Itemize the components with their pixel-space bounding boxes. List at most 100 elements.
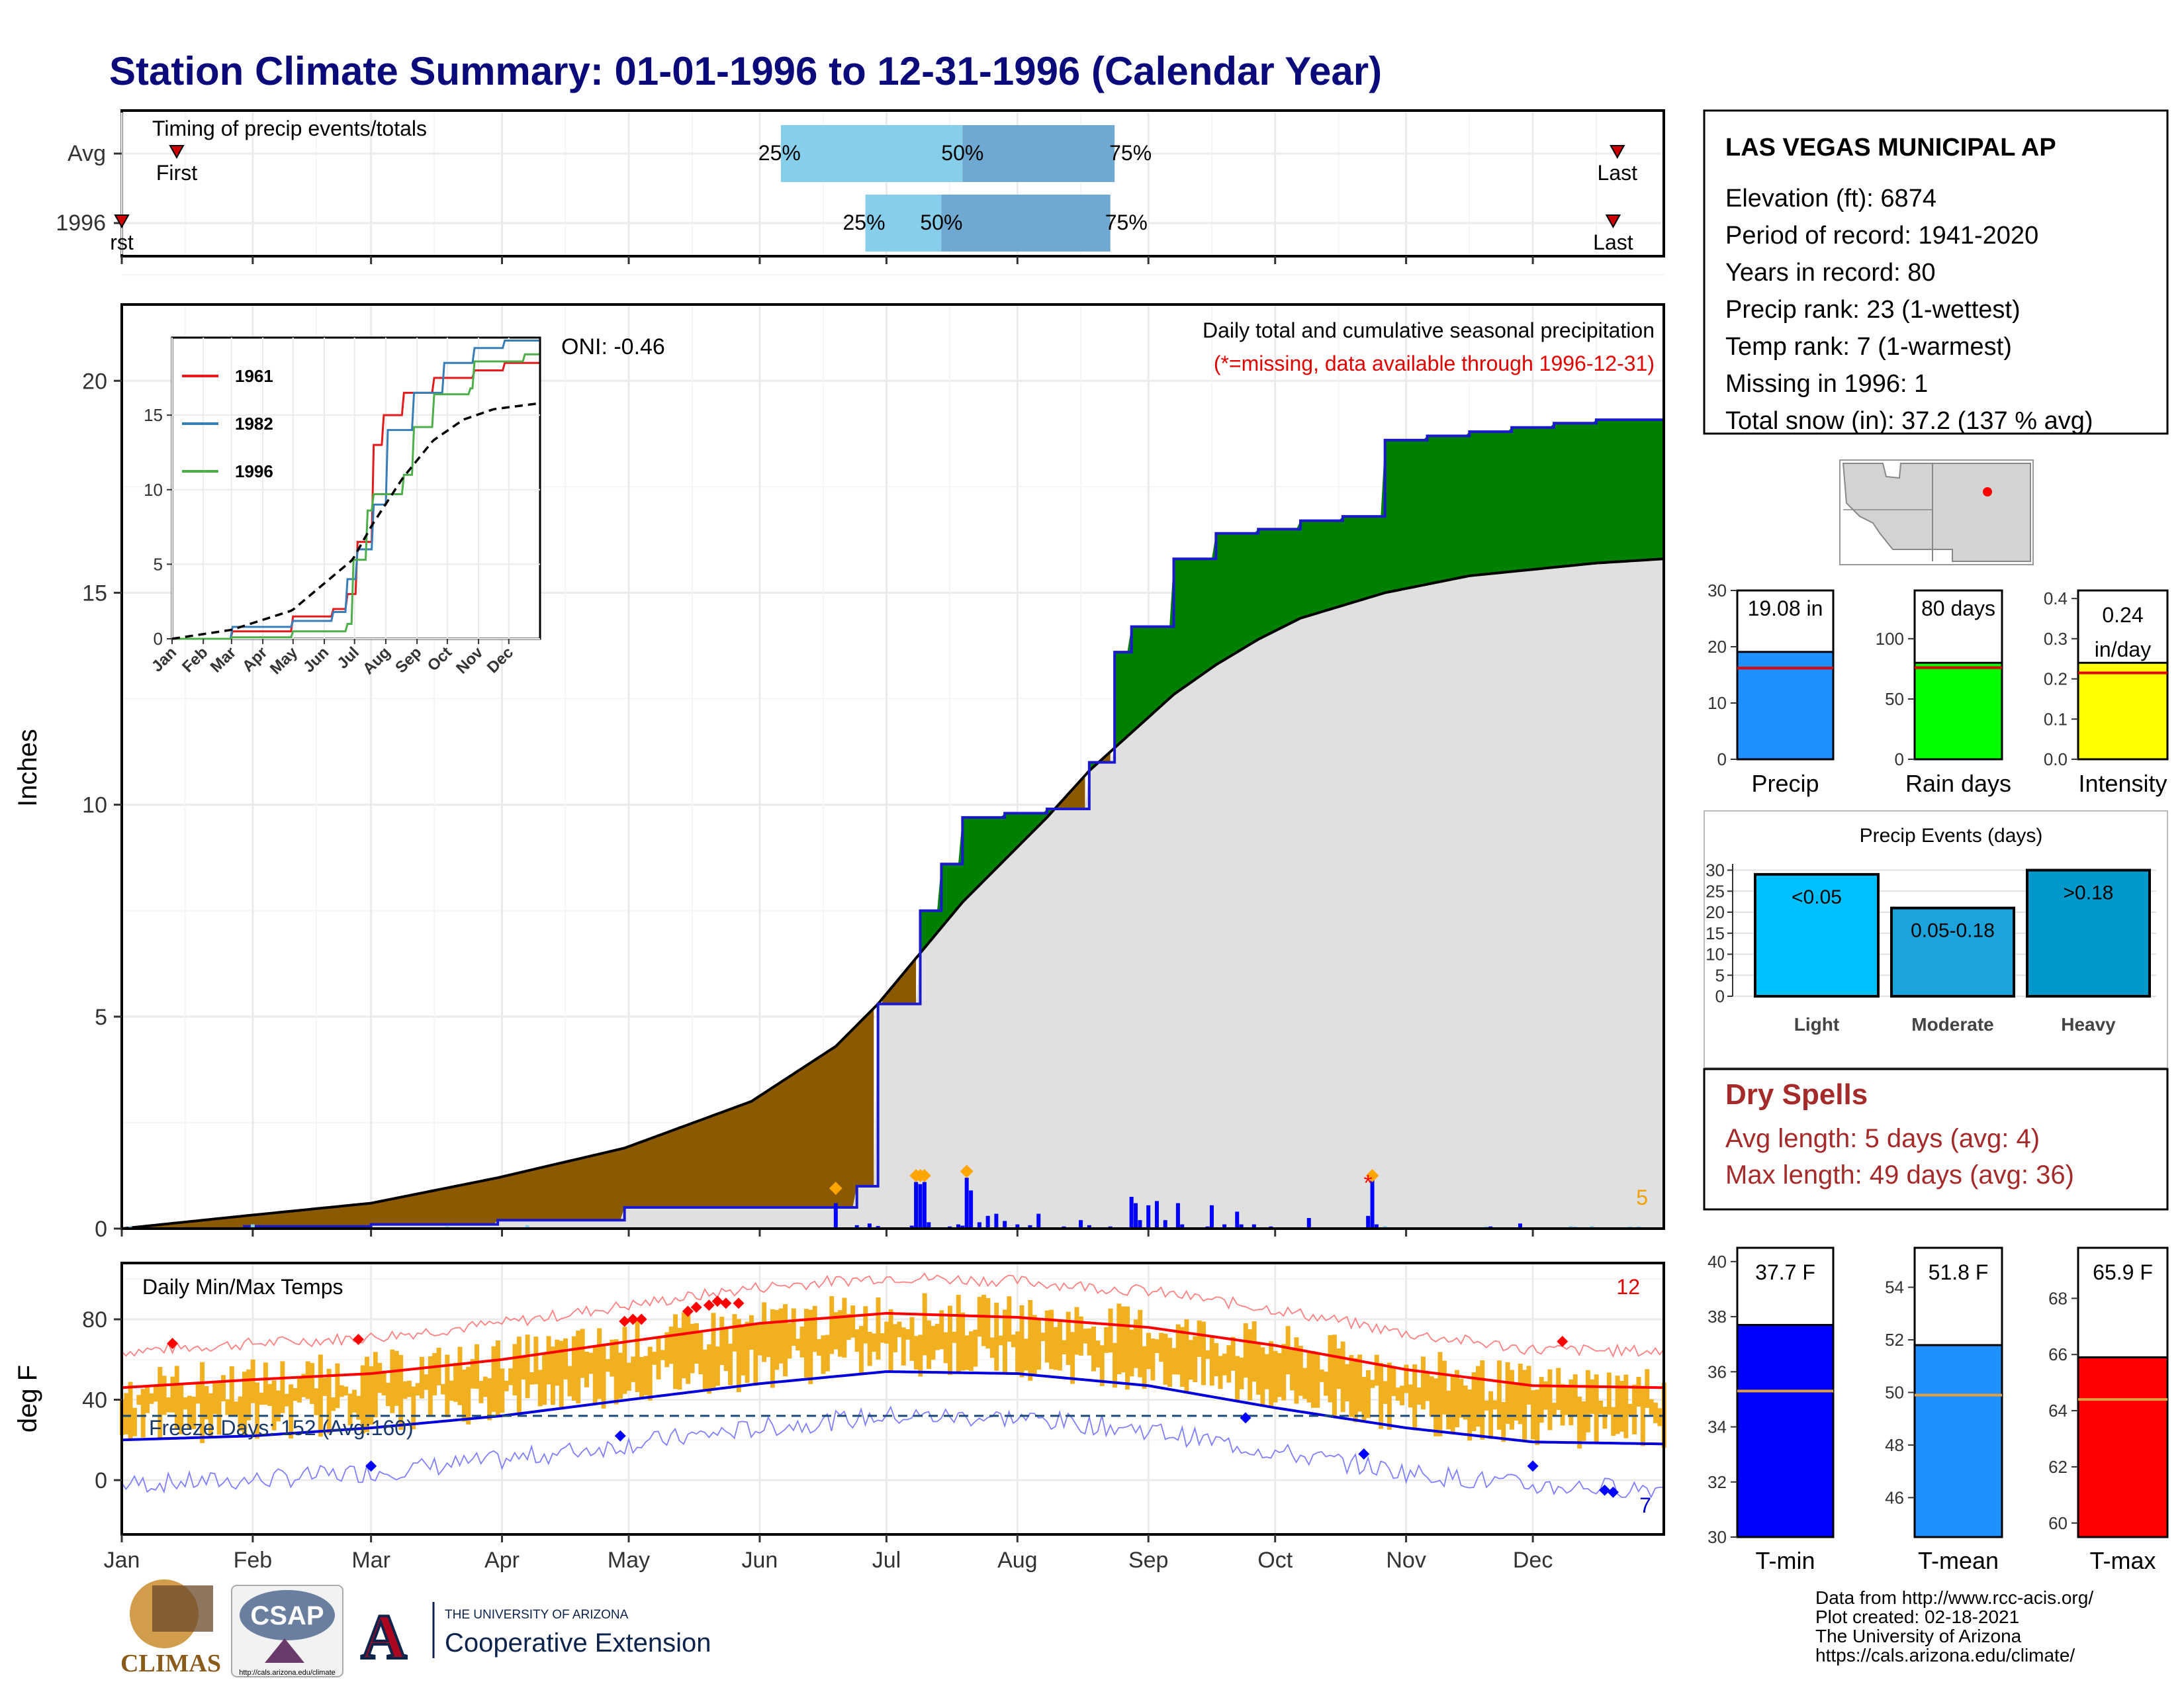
temp-daily-bar: [322, 1378, 328, 1396]
temp-daily-bar: [1099, 1345, 1105, 1386]
temp-daily-bar: [356, 1395, 361, 1420]
temp-daily-bar: [605, 1359, 610, 1372]
timing-last-marker: [1610, 145, 1625, 160]
temp-daily-bar: [229, 1366, 234, 1417]
temp-daily-bar: [673, 1314, 678, 1389]
temp-record-high-marker: [627, 1313, 639, 1325]
temp-daily-bar: [1066, 1311, 1071, 1366]
temp-daily-bar: [567, 1366, 572, 1397]
station-info-box: LAS VEGAS MUNICIPAL AP Elevation (ft): 6…: [1703, 109, 2169, 435]
inset-line-1961: [172, 361, 539, 640]
temp-daily-bar: [1112, 1342, 1117, 1388]
temp-daily-bar: [179, 1383, 184, 1434]
temp-daily-bar: [1530, 1390, 1535, 1440]
temp-summary-tick-label: 34: [1707, 1417, 1727, 1437]
temp-daily-bar: [981, 1294, 987, 1346]
temp-daily-bar: [330, 1397, 336, 1411]
temp-summary-value-label: 51.8 F: [1929, 1260, 1989, 1284]
month-label: Nov: [1386, 1548, 1426, 1573]
temp-daily-bar: [1273, 1350, 1278, 1403]
temp-daily-bar: [516, 1336, 522, 1415]
temp-daily-bar: [1475, 1366, 1480, 1427]
temp-daily-bar: [271, 1380, 277, 1430]
month-label: Sep: [1128, 1548, 1169, 1573]
precip-daily-bar: [1251, 1224, 1256, 1229]
temp-daily-bar: [1539, 1377, 1544, 1423]
temp-daily-bar: [161, 1376, 167, 1415]
temp-daily-bar: [1585, 1370, 1590, 1432]
temp-daily-bar: [1302, 1368, 1308, 1399]
temp-daily-bar: [1188, 1340, 1193, 1380]
temp-daily-bar: [1345, 1364, 1350, 1402]
temp-daily-bar: [880, 1333, 885, 1343]
temp-daily-bar: [449, 1380, 454, 1401]
month-label: Oct: [1257, 1548, 1293, 1573]
temp-daily-bar: [1125, 1306, 1130, 1390]
summary-bar-name: Precip: [1751, 770, 1819, 797]
timing-bar-25-50: [780, 125, 963, 182]
summary-bar-name: Rain days: [1905, 770, 2011, 797]
precip-panel: * 0 5 10 15 20 Inches Daily total and cumula…: [13, 274, 1665, 1242]
timing-p25-label: 25%: [758, 141, 801, 165]
temp-daily-bar: [128, 1382, 133, 1440]
temp-daily-bar: [221, 1375, 226, 1401]
dry-spells-title: Dry Spells: [1725, 1078, 1868, 1111]
temp-daily-bar: [461, 1370, 467, 1422]
temp-daily-bar: [1535, 1389, 1540, 1445]
precip-daily-bar: [1163, 1220, 1167, 1229]
temp-daily-bar: [1496, 1360, 1502, 1430]
station-period: Period of record: 1941-2020: [1725, 222, 2038, 250]
temp-daily-bar: [1116, 1303, 1122, 1375]
precip-daily-bar: [964, 1178, 969, 1229]
temp-daily-bar: [736, 1319, 741, 1393]
dry-spells-max: Max length: 49 days (avg: 36): [1725, 1160, 2074, 1190]
temp-daily-bar: [1142, 1346, 1147, 1389]
temp-daily-bar: [1640, 1388, 1645, 1446]
temp-daily-bar: [934, 1323, 940, 1350]
ua-logo: A THE UNIVERSITY OF ARIZONA Cooperative …: [359, 1600, 711, 1673]
timing-bar-50-75: [962, 125, 1115, 182]
precip-daily-bar: [927, 1222, 931, 1229]
temp-daily-bar: [631, 1356, 636, 1382]
temp-daily-bar: [656, 1336, 661, 1380]
temp-daily-bar: [250, 1359, 255, 1403]
temp-daily-bar: [571, 1336, 576, 1401]
summary-bar-tick-label: 30: [1707, 581, 1727, 600]
temp-daily-bar: [1598, 1400, 1604, 1415]
summary-bar-tick-label: 0: [1717, 749, 1727, 769]
temp-daily-bar: [420, 1356, 425, 1399]
temp-daily-bar: [525, 1335, 530, 1399]
inset-line-Avg: [171, 402, 539, 640]
temp-daily-bar: [1057, 1321, 1062, 1371]
temp-daily-bar: [1349, 1355, 1354, 1417]
temp-daily-bar: [580, 1329, 585, 1378]
events-bar-name: Light: [1794, 1014, 1839, 1035]
temp-summary-name: T-max: [2089, 1547, 2156, 1574]
temp-daily-bar: [858, 1326, 864, 1376]
precip-daily-bars: *: [120, 1164, 1641, 1237]
temp-daily-bar: [1340, 1341, 1345, 1413]
temp-daily-bar: [1408, 1384, 1413, 1408]
temp-summary-name: T-mean: [1918, 1547, 1999, 1574]
precip-deficit-area: [126, 1008, 874, 1229]
temp-daily-bar: [174, 1366, 179, 1429]
precip-panel-frame: [120, 303, 1665, 1230]
precip-daily-bar: [1518, 1223, 1522, 1229]
temp-daily-bar: [187, 1395, 192, 1429]
temp-daily-bar: [884, 1321, 889, 1344]
precip-daily-bar: [1138, 1220, 1142, 1229]
precip-record-marker: [917, 1169, 931, 1182]
temp-daily-bar: [335, 1363, 340, 1409]
temp-daily-bar: [1150, 1338, 1156, 1381]
events-bar-label: 0.05-0.18: [1911, 920, 1995, 942]
timing-p50-label: 50%: [941, 141, 983, 165]
temp-daily-bar: [863, 1306, 868, 1344]
temp-daily-bar: [1154, 1339, 1160, 1353]
temp-daily-bar: [576, 1331, 581, 1404]
timing-last-label: Last: [1598, 161, 1638, 185]
temp-daily-bar: [204, 1386, 209, 1420]
temp-daily-bar: [1353, 1358, 1358, 1423]
precip-daily-bar: [1235, 1211, 1240, 1229]
temp-daily-bar: [1214, 1342, 1219, 1377]
